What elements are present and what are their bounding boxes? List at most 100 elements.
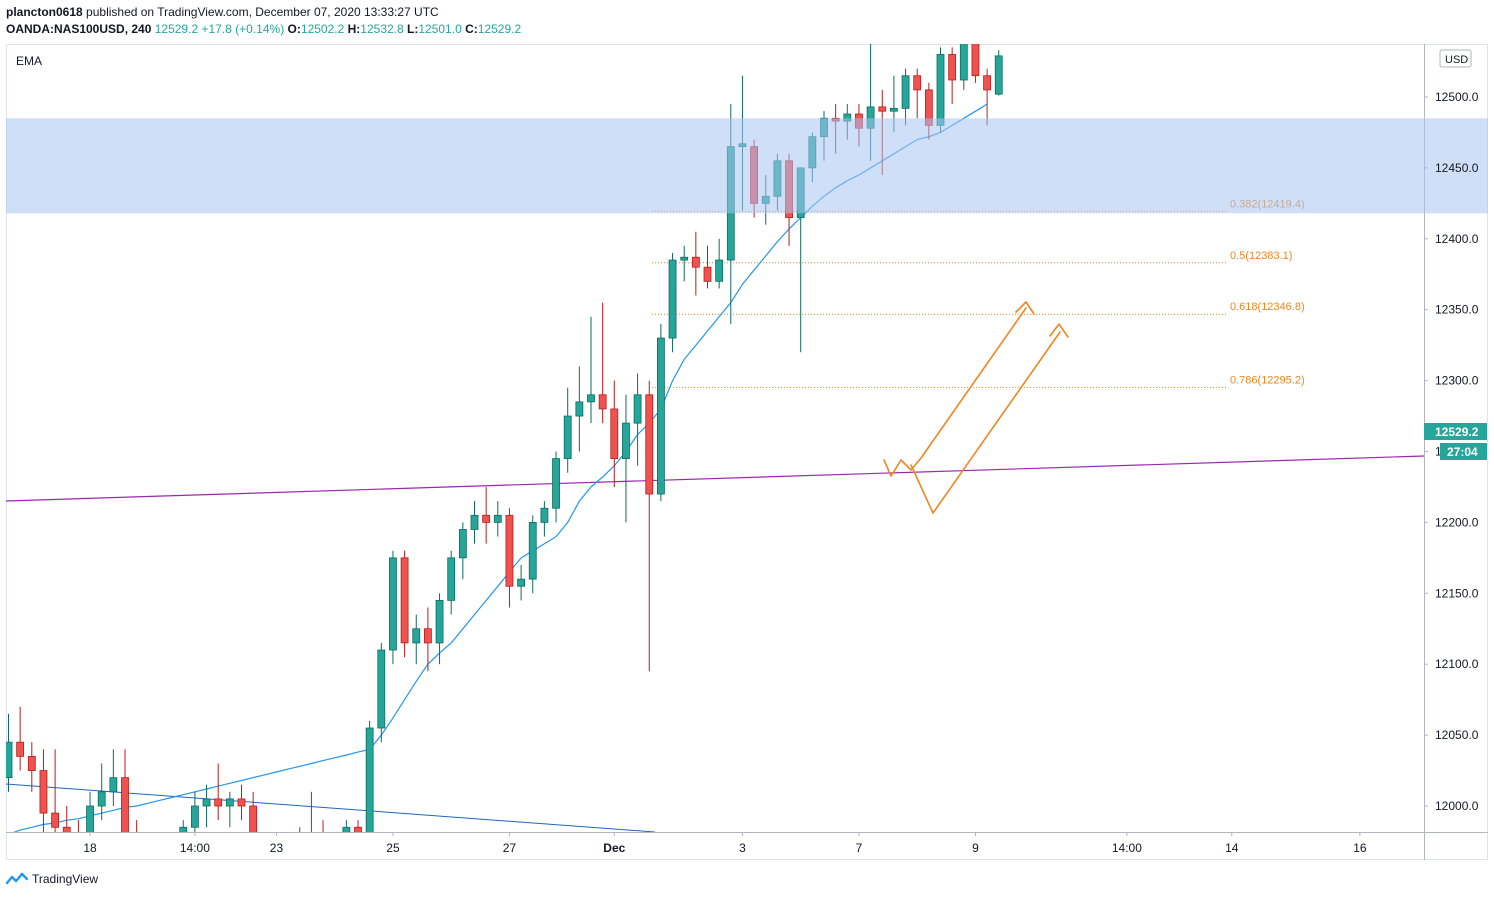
descending-trendline — [6, 783, 656, 832]
time-axis: 18 14:00 23 25 27 Dec 3 7 9 14:00 14 16 — [83, 832, 1367, 855]
candle-body — [971, 44, 980, 77]
published-text: published on TradingView.com, December 0… — [86, 5, 439, 19]
price-tick-label: 12150.0 — [1435, 586, 1479, 600]
symbol-name[interactable]: OANDA:NAS100USD, 240 — [6, 22, 152, 36]
candle-body — [563, 415, 572, 459]
ascending-trendline — [6, 455, 1424, 502]
projection-path-1 — [883, 307, 1027, 477]
fib-level-label: 0.618(12346.8) — [1230, 301, 1305, 313]
candle-body — [365, 727, 374, 832]
candle-body — [389, 557, 397, 651]
bar-timer-value: 27:04 — [1447, 445, 1478, 459]
candle-body — [587, 394, 595, 403]
ema-line — [13, 103, 988, 832]
bar-timer-badge: 27:04 — [1440, 443, 1487, 460]
symbol-legend: OANDA:NAS100USD, 240 12529.2 +17.8 (+0.1… — [6, 22, 521, 36]
candle-body — [622, 422, 630, 459]
projection-arrows — [883, 301, 1069, 514]
candle-body — [948, 54, 957, 81]
ema-indicator-label: EMA — [16, 54, 42, 68]
time-tick-label: 16 — [1353, 841, 1367, 855]
low-value: 12501.0 — [418, 22, 462, 36]
candle-body — [168, 863, 175, 870]
candle-body — [51, 812, 59, 828]
candle-body — [458, 529, 467, 559]
publish-info: plancton0618 published on TradingView.co… — [6, 5, 439, 19]
candle-body — [610, 408, 619, 459]
chart-frame — [6, 44, 1488, 860]
candle-body — [237, 798, 246, 807]
candle-body — [493, 514, 502, 523]
candle-body — [447, 557, 456, 601]
time-tick-label: 14:00 — [1112, 841, 1142, 855]
publisher-name[interactable]: plancton0618 — [6, 5, 83, 19]
candle-body — [657, 337, 665, 495]
candle-body — [320, 834, 327, 862]
time-tick-label: 7 — [856, 841, 863, 855]
candle-body — [540, 507, 549, 523]
price-tick-label: 12200.0 — [1435, 515, 1479, 529]
candle-body — [133, 841, 140, 884]
price-tick-label: 12050.0 — [1435, 728, 1479, 742]
candle-body — [400, 557, 409, 644]
price-change: +17.8 (+0.14%) — [201, 22, 285, 36]
candle-body — [190, 805, 199, 828]
candle-body — [39, 770, 48, 814]
candle-body — [249, 805, 258, 832]
candle-body — [342, 826, 351, 832]
projection-path-2 — [910, 331, 1061, 514]
price-tick-label: 12100.0 — [1435, 657, 1479, 671]
last-price-badge: 12529.2 — [1424, 423, 1487, 440]
open-label: O: — [287, 22, 301, 36]
candle-body — [412, 628, 421, 644]
candle-body — [308, 834, 315, 841]
currency-box — [1439, 49, 1472, 68]
resistance-level — [731, 31, 1014, 36]
candle-body — [528, 522, 537, 580]
candle-body — [913, 75, 922, 91]
brand-label: TradingView — [32, 872, 99, 886]
time-tick-label: 3 — [739, 841, 746, 855]
price-tick-label: 12000.0 — [1435, 799, 1479, 813]
candle-body — [633, 394, 642, 424]
last-price-value: 12529.2 — [1435, 425, 1479, 439]
price-tick-label: 12500.0 — [1435, 90, 1479, 104]
tradingview-logo-icon — [6, 872, 28, 885]
candle-body — [680, 256, 689, 261]
time-tick-label: 14 — [1225, 841, 1239, 855]
close-value: 12529.2 — [477, 22, 522, 36]
candle-body — [691, 256, 700, 268]
candle-body — [354, 826, 362, 832]
currency-badge[interactable]: USD — [1439, 49, 1472, 68]
time-tick-label: 25 — [386, 841, 400, 855]
price-tick-label: 12350.0 — [1435, 303, 1479, 317]
candle-body — [156, 870, 163, 877]
candle-body — [423, 628, 432, 644]
candle-body — [377, 649, 386, 729]
time-tick-label: 27 — [503, 841, 517, 855]
high-value: 12532.8 — [360, 22, 404, 36]
candle-body — [517, 578, 525, 587]
candle-body — [959, 44, 968, 81]
tradingview-brand[interactable]: TradingView — [6, 872, 98, 886]
candle-body — [901, 75, 910, 109]
candle-body — [179, 826, 188, 832]
candle-body — [145, 877, 152, 884]
currency-label: USD — [1445, 54, 1468, 66]
candle-body — [6, 741, 13, 779]
candle-body — [109, 777, 118, 793]
candle-body — [645, 394, 654, 495]
time-tick-label: Dec — [603, 841, 625, 855]
time-tick-label: 9 — [972, 841, 979, 855]
candle-body — [994, 55, 1003, 95]
low-label: L: — [407, 22, 419, 36]
open-value: 12502.2 — [300, 22, 345, 36]
candle-body — [16, 741, 25, 757]
candle-body — [470, 514, 479, 530]
candle-body — [97, 791, 106, 807]
bar-timer-box — [1440, 443, 1487, 460]
fib-level-label: 0.5(12383.1) — [1230, 250, 1292, 262]
high-label: H: — [347, 22, 361, 36]
fibonacci-retracement: 0.382(12419.4)0.5(12383.1)0.618(12346.8)… — [652, 198, 1305, 388]
